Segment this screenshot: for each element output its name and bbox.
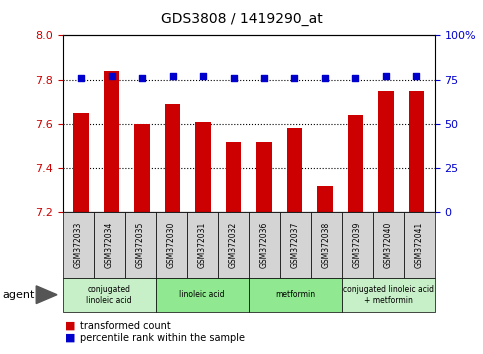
Text: ■: ■ bbox=[65, 333, 76, 343]
Text: transformed count: transformed count bbox=[80, 321, 170, 331]
Point bbox=[108, 73, 115, 79]
Text: GSM372040: GSM372040 bbox=[384, 222, 393, 268]
Text: GDS3808 / 1419290_at: GDS3808 / 1419290_at bbox=[161, 12, 322, 27]
Point bbox=[77, 75, 85, 81]
Bar bbox=[317, 186, 333, 212]
Bar bbox=[348, 115, 363, 212]
Point bbox=[382, 73, 390, 79]
Point bbox=[352, 75, 359, 81]
Bar bbox=[226, 142, 241, 212]
Point bbox=[291, 75, 298, 81]
Bar bbox=[134, 124, 150, 212]
Text: ■: ■ bbox=[65, 321, 76, 331]
Text: GSM372036: GSM372036 bbox=[260, 222, 269, 268]
Bar bbox=[73, 113, 89, 212]
Text: GSM372038: GSM372038 bbox=[322, 222, 331, 268]
Text: GSM372031: GSM372031 bbox=[198, 222, 207, 268]
Text: GSM372030: GSM372030 bbox=[167, 222, 176, 268]
Text: GSM372033: GSM372033 bbox=[74, 222, 83, 268]
Bar bbox=[409, 91, 424, 212]
Bar bbox=[378, 91, 394, 212]
Point bbox=[199, 73, 207, 79]
Text: linoleic acid: linoleic acid bbox=[180, 290, 225, 299]
Text: agent: agent bbox=[2, 290, 35, 300]
Bar bbox=[196, 122, 211, 212]
Bar bbox=[165, 104, 180, 212]
Text: GSM372032: GSM372032 bbox=[229, 222, 238, 268]
Text: GSM372037: GSM372037 bbox=[291, 222, 300, 268]
Bar bbox=[287, 129, 302, 212]
Point bbox=[229, 75, 237, 81]
Text: GSM372035: GSM372035 bbox=[136, 222, 145, 268]
Text: conjugated
linoleic acid: conjugated linoleic acid bbox=[86, 285, 132, 305]
Text: conjugated linoleic acid
+ metformin: conjugated linoleic acid + metformin bbox=[343, 285, 434, 305]
Text: GSM372041: GSM372041 bbox=[415, 222, 424, 268]
Text: metformin: metformin bbox=[275, 290, 315, 299]
Point bbox=[260, 75, 268, 81]
Bar bbox=[256, 142, 271, 212]
Text: GSM372039: GSM372039 bbox=[353, 222, 362, 268]
Point bbox=[412, 73, 420, 79]
Bar bbox=[104, 71, 119, 212]
Point bbox=[321, 75, 329, 81]
Point bbox=[169, 73, 176, 79]
Point bbox=[138, 75, 146, 81]
Text: GSM372034: GSM372034 bbox=[105, 222, 114, 268]
Text: percentile rank within the sample: percentile rank within the sample bbox=[80, 333, 245, 343]
